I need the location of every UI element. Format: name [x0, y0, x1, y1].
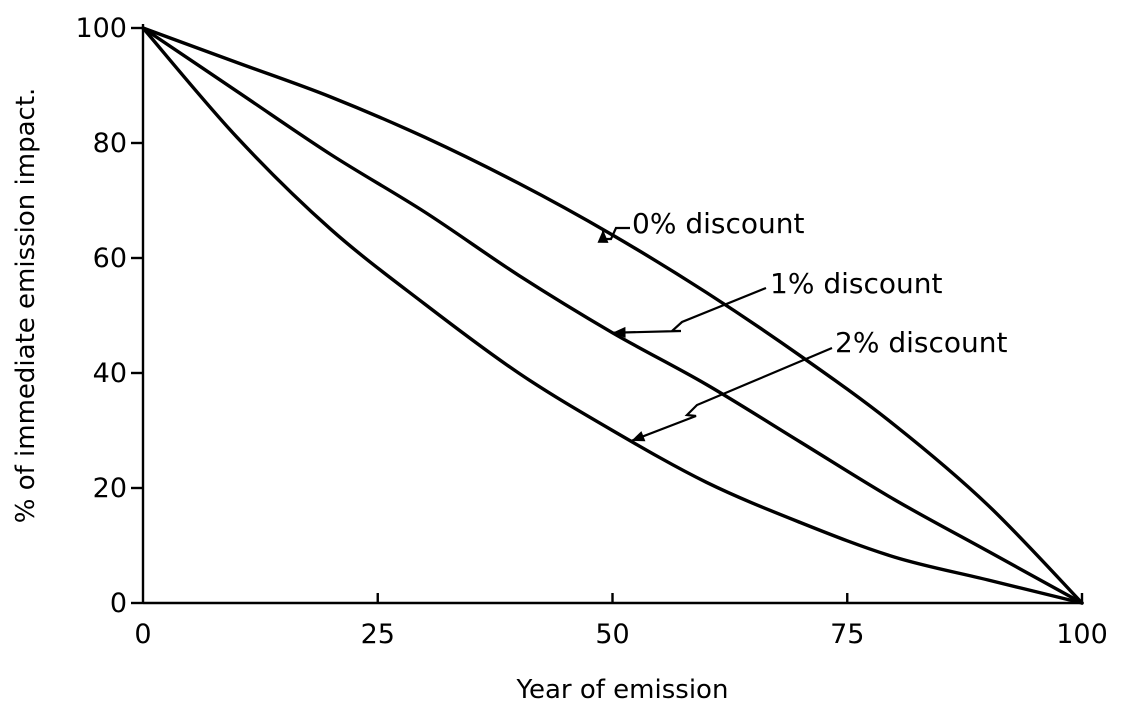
x-tick-label: 75 — [830, 619, 864, 650]
annotation-label-1: 1% discount — [770, 267, 942, 300]
series-line-1 — [141, 26, 1084, 605]
annotation-arrowhead-0 — [597, 229, 609, 243]
annotation-arrowhead-1 — [612, 326, 626, 338]
y-tick-label: 20 — [93, 473, 127, 504]
curves — [141, 26, 1084, 605]
axes: 0 20 40 60 80 100 0 25 50 75 100 — [75, 13, 1107, 650]
y-tick-label: 40 — [93, 358, 127, 389]
annotation-arrowhead-2 — [631, 431, 646, 442]
y-tick-label: 80 — [93, 128, 127, 159]
annotation-label-0: 0% discount — [632, 207, 804, 240]
y-tick-label: 60 — [93, 243, 127, 274]
y-tick-label: 100 — [75, 13, 127, 44]
y-tick-label: 0 — [110, 588, 127, 619]
series-line-2 — [141, 26, 1084, 605]
y-axis-title: % of immediate emission impact. — [11, 88, 41, 524]
x-tick-label: 50 — [595, 619, 629, 650]
x-axis-title: Year of emission — [516, 675, 729, 705]
x-tick-label: 25 — [361, 619, 395, 650]
annotation-leader-1 — [612, 286, 767, 334]
series-line-0 — [141, 26, 1084, 605]
x-tick-label: 100 — [1056, 619, 1108, 650]
annotations: 0% discount 1% discount 2% discount — [597, 207, 1007, 442]
annotation-leader-2 — [630, 346, 833, 442]
x-tick-label: 0 — [134, 619, 151, 650]
annotation-label-2: 2% discount — [835, 326, 1007, 359]
